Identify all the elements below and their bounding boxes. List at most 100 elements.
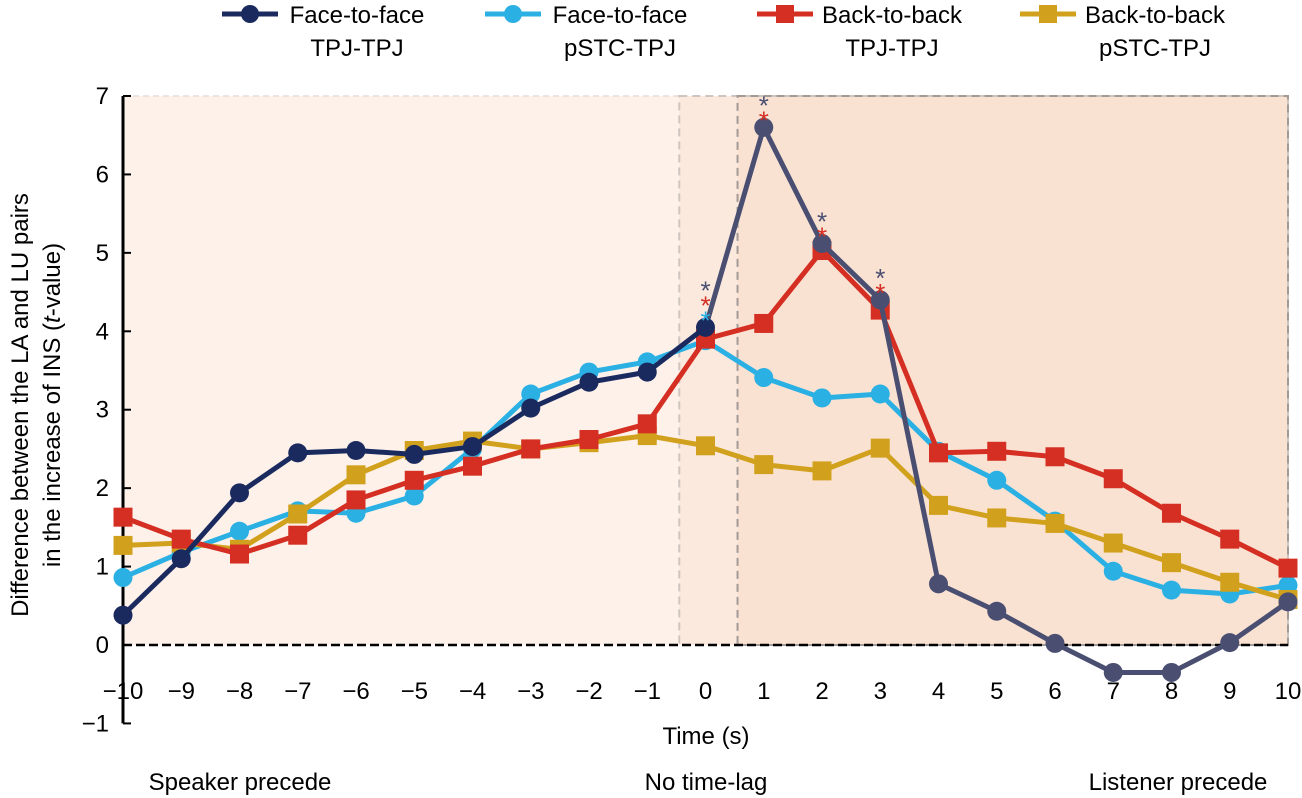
x-tick-label: −3 xyxy=(517,678,544,705)
data-point xyxy=(1220,572,1240,592)
data-point xyxy=(288,504,308,524)
x-tick-label: −9 xyxy=(168,678,195,705)
data-point xyxy=(404,470,424,490)
data-point xyxy=(521,439,541,459)
bottom-label-speaker-precede: Speaker precede xyxy=(149,769,332,796)
series-group xyxy=(113,117,1298,682)
data-point xyxy=(113,535,133,555)
listener-precede-region xyxy=(737,96,1288,645)
data-point xyxy=(812,388,832,408)
legend: Face-to-faceTPJ-TPJFace-to-facepSTC-TPJB… xyxy=(222,2,1226,62)
data-point xyxy=(1103,561,1123,581)
data-point xyxy=(1162,580,1181,600)
x-tick-label: −4 xyxy=(459,678,486,705)
data-point xyxy=(929,443,948,463)
significance-star: * xyxy=(700,275,710,305)
x-tick-label: −1 xyxy=(634,678,661,705)
background-regions xyxy=(123,95,1288,645)
x-tick-label: 4 xyxy=(932,678,945,705)
y-axis-label-line1: Difference between the LA and LU pairs xyxy=(7,193,34,617)
x-axis-label: Time (s) xyxy=(662,723,749,750)
data-point xyxy=(987,601,1007,621)
data-point xyxy=(870,438,890,458)
legend-label-line2: TPJ-TPJ xyxy=(845,35,938,62)
significance-star: * xyxy=(700,290,710,320)
data-point xyxy=(113,605,133,625)
data-point xyxy=(1045,513,1065,533)
significance-star: * xyxy=(817,221,827,251)
data-point xyxy=(1278,592,1298,612)
y-tick-label: 6 xyxy=(96,161,109,188)
data-point xyxy=(1162,662,1181,682)
bottom-label-listener-precede: Listener precede xyxy=(1089,769,1268,796)
x-tick-label: 7 xyxy=(1107,678,1120,705)
data-point xyxy=(463,437,482,457)
y-tick-label: 1 xyxy=(96,554,109,581)
data-point xyxy=(987,470,1007,490)
data-point xyxy=(696,317,715,337)
listener-box xyxy=(736,95,1289,646)
data-point xyxy=(521,398,541,418)
legend-marker xyxy=(1039,5,1057,23)
legend-marker xyxy=(776,5,794,23)
x-tick-label: 9 xyxy=(1223,678,1236,705)
y-tick-label: −1 xyxy=(82,710,109,737)
x-tick-label: 3 xyxy=(874,678,887,705)
significance-star: * xyxy=(875,263,885,293)
legend-label-line1: Back-to-back xyxy=(822,2,963,29)
y-tick-label: 7 xyxy=(96,83,109,110)
y-axis-label-line2-t: t xyxy=(39,315,66,323)
data-point xyxy=(870,384,890,404)
data-point xyxy=(288,525,308,545)
legend-label-line1: Face-to-face xyxy=(553,2,688,29)
data-point xyxy=(171,549,191,569)
x-tick-label: 8 xyxy=(1165,678,1178,705)
significance-star: * xyxy=(759,90,769,120)
data-point xyxy=(1103,469,1123,489)
data-point xyxy=(463,456,482,476)
data-point xyxy=(288,443,308,463)
data-point xyxy=(1045,633,1065,653)
data-point xyxy=(754,117,774,137)
data-point xyxy=(1220,529,1240,549)
data-point xyxy=(1103,533,1123,553)
series-0 xyxy=(113,117,1298,682)
y-tick-label: 4 xyxy=(96,318,109,345)
x-tick-label: −2 xyxy=(575,678,602,705)
data-point xyxy=(987,508,1007,528)
y-axis-label-line2-b: -value) xyxy=(39,243,66,316)
y-axis-label-line2-a: in the increase of INS ( xyxy=(39,323,66,567)
y-tick-label: 0 xyxy=(96,632,109,659)
significance-markers: ********* xyxy=(700,90,885,335)
data-point xyxy=(1045,447,1065,467)
data-point xyxy=(812,461,832,481)
x-tick-label: −6 xyxy=(342,678,369,705)
x-tick-label: 1 xyxy=(757,678,770,705)
data-point xyxy=(929,495,948,515)
data-point xyxy=(521,384,541,404)
data-point xyxy=(579,372,599,392)
data-point xyxy=(404,444,424,464)
data-point xyxy=(754,313,774,333)
x-tick-label: 10 xyxy=(1275,678,1302,705)
legend-label-line2: TPJ-TPJ xyxy=(310,35,403,62)
legend-marker xyxy=(504,5,522,23)
data-point xyxy=(230,521,249,541)
x-tick-label: −8 xyxy=(226,678,253,705)
data-point xyxy=(812,233,832,253)
data-point xyxy=(987,441,1007,461)
legend-label-line1: Face-to-face xyxy=(290,2,425,29)
y-tick-label: 2 xyxy=(96,475,109,502)
data-point xyxy=(1220,633,1240,653)
x-tick-label: −5 xyxy=(401,678,428,705)
data-point xyxy=(1162,503,1181,523)
speaker-precede-region xyxy=(123,96,738,645)
x-tick-label: 6 xyxy=(1048,678,1061,705)
no-lag-region xyxy=(679,96,738,645)
significance-star: * xyxy=(759,105,769,135)
data-point xyxy=(1103,662,1123,682)
legend-item-3: Back-to-back pSTC-TPJ xyxy=(1020,2,1226,62)
y-tick-label: 3 xyxy=(96,397,109,424)
significance-star: * xyxy=(700,305,710,335)
